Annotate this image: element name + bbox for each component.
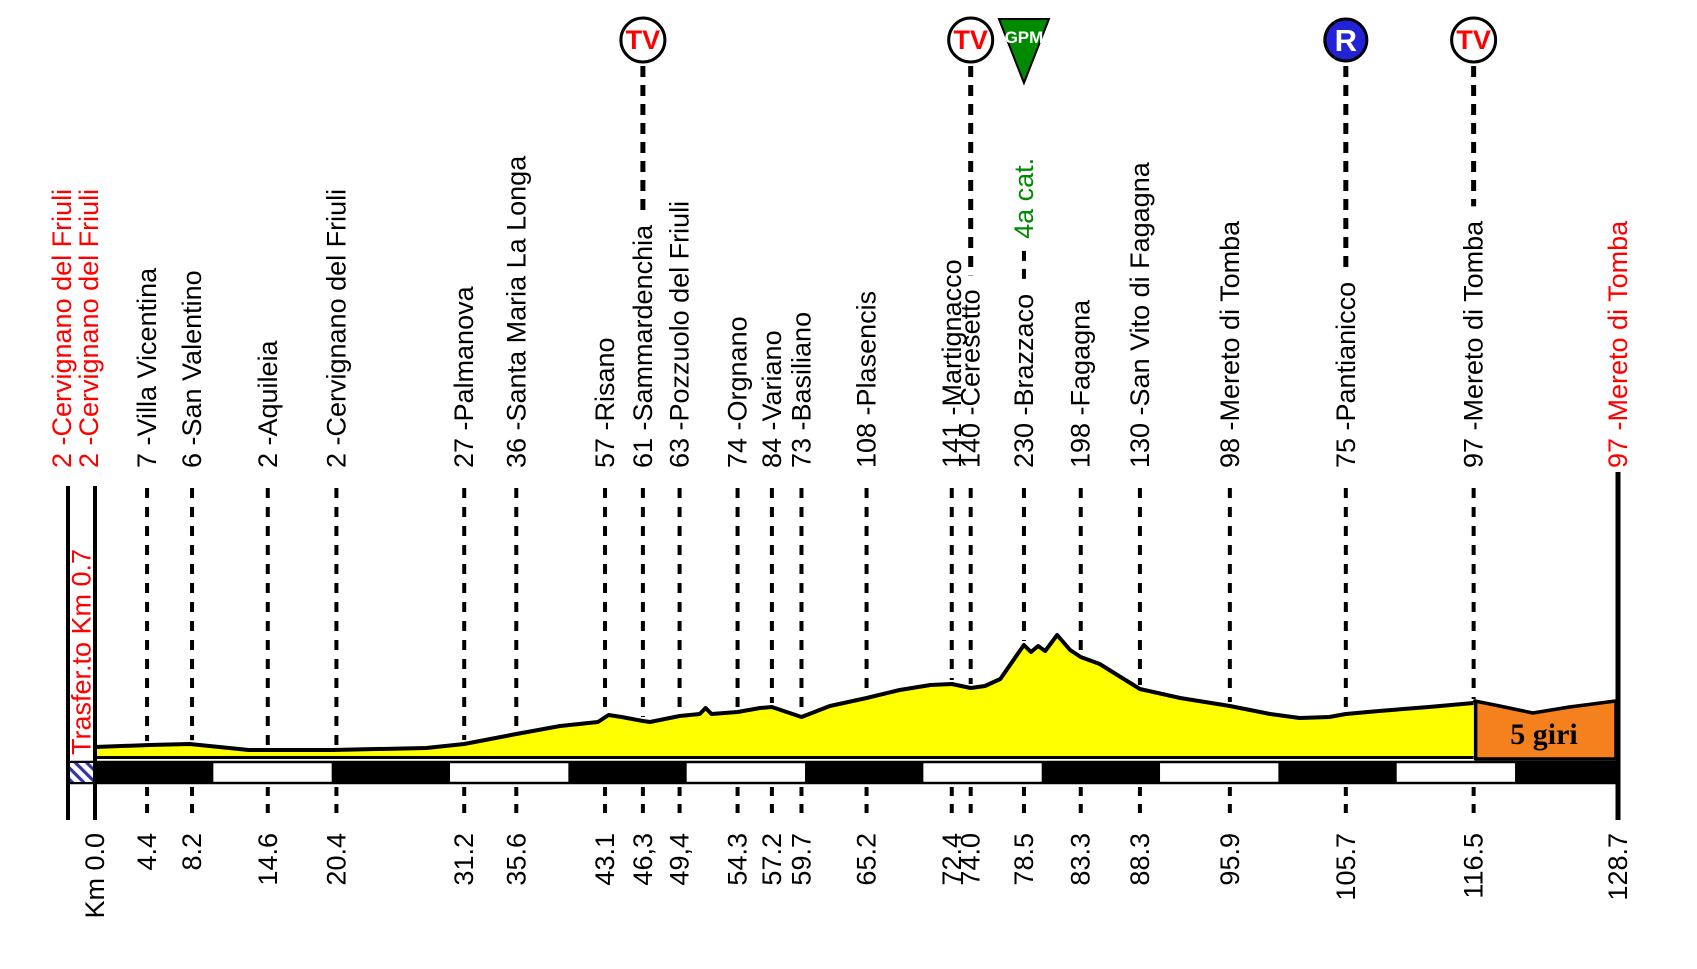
km-bar-segment bbox=[1515, 762, 1618, 783]
km-tick-label: 105.7 bbox=[1331, 833, 1361, 901]
waypoint-label: 63 -Pozzuolo del Friuli bbox=[665, 201, 695, 468]
waypoint: 57 -Risano bbox=[590, 337, 620, 714]
waypoint: 2 -Cervignano del Friuli bbox=[74, 189, 104, 468]
tv-icon-label: TV bbox=[953, 25, 988, 55]
waypoint: 36 -Santa Maria La Longa bbox=[501, 155, 531, 730]
waypoint-label: 130 -San Vito di Fagagna bbox=[1125, 161, 1155, 468]
tv-icon bbox=[1450, 16, 1498, 64]
km-tick-label: 78.5 bbox=[1009, 833, 1039, 886]
waypoint: 84 -Variano bbox=[757, 330, 787, 703]
transfer-label: Trasfer.to Km 0.7 bbox=[67, 549, 97, 755]
tv-icon bbox=[619, 16, 667, 64]
waypoint-label: 97 -Mereto di Tomba bbox=[1603, 220, 1633, 468]
waypoint: 141 -Martignacco bbox=[937, 259, 967, 680]
km-tick-label: Km 0.0 bbox=[80, 833, 110, 919]
waypoint: 198 -Fagagna bbox=[1066, 299, 1096, 653]
refreshment-icon bbox=[1323, 17, 1369, 63]
tv-icon bbox=[947, 16, 995, 64]
waypoint-label: 141 -Martignacco bbox=[937, 259, 967, 468]
km-tick-label: 35.6 bbox=[501, 833, 531, 886]
profile-outline bbox=[94, 633, 1474, 752]
km-tick-label: 128.7 bbox=[1603, 833, 1633, 901]
waypoint: 97 -Mereto di Tomba TV bbox=[1450, 16, 1498, 699]
profile-area bbox=[95, 635, 1474, 759]
km-tick-label: 83.3 bbox=[1066, 833, 1096, 886]
waypoint-label: 98 -Mereto di Tomba bbox=[1215, 220, 1245, 468]
waypoint-label: 74 -Orgnano bbox=[723, 316, 753, 468]
waypoint: 2 -Cervignano del Friuli bbox=[47, 189, 77, 468]
km-bar-segment bbox=[805, 762, 924, 783]
km-tick-label: 72.4 bbox=[937, 833, 967, 886]
waypoint: 63 -Pozzuolo del Friuli bbox=[665, 201, 695, 712]
refreshment-icon-label: R bbox=[1335, 23, 1357, 58]
waypoint-label: 2 -Cervignano del Friuli bbox=[74, 189, 104, 468]
km-tick-label: 31.2 bbox=[449, 833, 479, 886]
km-bar-segment bbox=[1278, 762, 1397, 783]
km-bar-segment bbox=[568, 762, 687, 783]
waypoint-label: 108 -Plasencis bbox=[852, 291, 882, 468]
gpm-icon bbox=[997, 18, 1051, 86]
waypoint-label: 27 -Palmanova bbox=[449, 285, 479, 468]
waypoint-label: 36 -Santa Maria La Longa bbox=[501, 155, 531, 468]
tv-icon-label: TV bbox=[1456, 25, 1491, 55]
waypoint: 73 -Basiliano bbox=[786, 312, 816, 713]
waypoint-label: 57 -Risano bbox=[590, 337, 620, 468]
km-tick-label: 74.0 bbox=[956, 833, 986, 886]
waypoint: 98 -Mereto di Tomba bbox=[1215, 220, 1245, 702]
waypoint-label: 230 -Brazzaco bbox=[1009, 294, 1039, 468]
km-tick-label: 116.5 bbox=[1459, 833, 1489, 899]
waypoint-label: 140 -Ceresetto bbox=[956, 289, 986, 468]
km-bar-segment bbox=[1041, 762, 1161, 783]
gpm-icon-label: GPM bbox=[1005, 28, 1044, 47]
km-bar-segment bbox=[95, 762, 214, 783]
waypoint-label: 6 -San Valentino bbox=[177, 270, 207, 468]
waypoint: 2 -Cervignano del Friuli bbox=[321, 189, 351, 746]
km-tick-label: 20.4 bbox=[321, 833, 351, 886]
waypoint: 27 -Palmanova bbox=[449, 285, 479, 740]
waypoint-label: 2 -Aquileia bbox=[253, 339, 283, 468]
km-tick-label: 46,3 bbox=[628, 833, 658, 886]
circuit-laps-label: 5 giri bbox=[1510, 718, 1578, 751]
waypoint-label: 75 -Pantianicco bbox=[1331, 282, 1361, 468]
km-tick-label: 59.7 bbox=[786, 833, 816, 886]
transfer-block bbox=[67, 761, 96, 784]
waypoint-label: 73 -Basiliano bbox=[786, 312, 816, 468]
km-bar-segment bbox=[331, 762, 451, 783]
km-tick-label: 8.2 bbox=[177, 833, 207, 871]
km-tick-label: 14.6 bbox=[253, 833, 283, 886]
waypoint-label: 2 -Cervignano del Friuli bbox=[47, 189, 77, 468]
km-tick-label: 88.3 bbox=[1125, 833, 1155, 886]
waypoint-label: 61 -Sammardenchia bbox=[628, 224, 658, 468]
waypoint-label: 7 -Villa Vicentina bbox=[132, 267, 162, 468]
waypoint: 108 -Plasencis bbox=[852, 291, 882, 694]
waypoint: 75 -Pantianicco R bbox=[1323, 17, 1369, 710]
km-tick-label: 95.9 bbox=[1215, 833, 1245, 886]
km-tick-label: 43.1 bbox=[590, 833, 620, 886]
waypoint: 2 -Aquileia bbox=[253, 339, 283, 746]
km-tick-label: 57.2 bbox=[757, 833, 787, 886]
waypoint: 74 -Orgnano bbox=[723, 316, 753, 708]
waypoint: 230 -Brazzaco GPM 4a cat. bbox=[997, 18, 1051, 641]
waypoint: 97 -Mereto di Tomba bbox=[1603, 220, 1633, 468]
waypoint-label: 84 -Variano bbox=[757, 330, 787, 468]
waypoint: 7 -Villa Vicentina bbox=[132, 267, 162, 742]
waypoint: 140 -Ceresetto TV bbox=[947, 16, 995, 684]
km-tick-label: 4.4 bbox=[132, 833, 162, 871]
waypoint: 6 -San Valentino bbox=[177, 270, 207, 741]
tv-icon-label: TV bbox=[626, 25, 661, 55]
waypoint-label: 198 -Fagagna bbox=[1066, 299, 1096, 468]
gpm-category-label: 4a cat. bbox=[1009, 158, 1039, 239]
km-tick-label: 54.3 bbox=[723, 833, 753, 886]
waypoint-label: 97 -Mereto di Tomba bbox=[1459, 220, 1489, 468]
waypoint: 61 -Sammardenchia TV bbox=[619, 16, 667, 717]
waypoint: 130 -San Vito di Fagagna bbox=[1125, 161, 1155, 685]
km-tick-label: 65.2 bbox=[852, 833, 882, 886]
waypoint-label: 2 -Cervignano del Friuli bbox=[321, 189, 351, 468]
km-tick-label: 49,4 bbox=[665, 833, 695, 886]
